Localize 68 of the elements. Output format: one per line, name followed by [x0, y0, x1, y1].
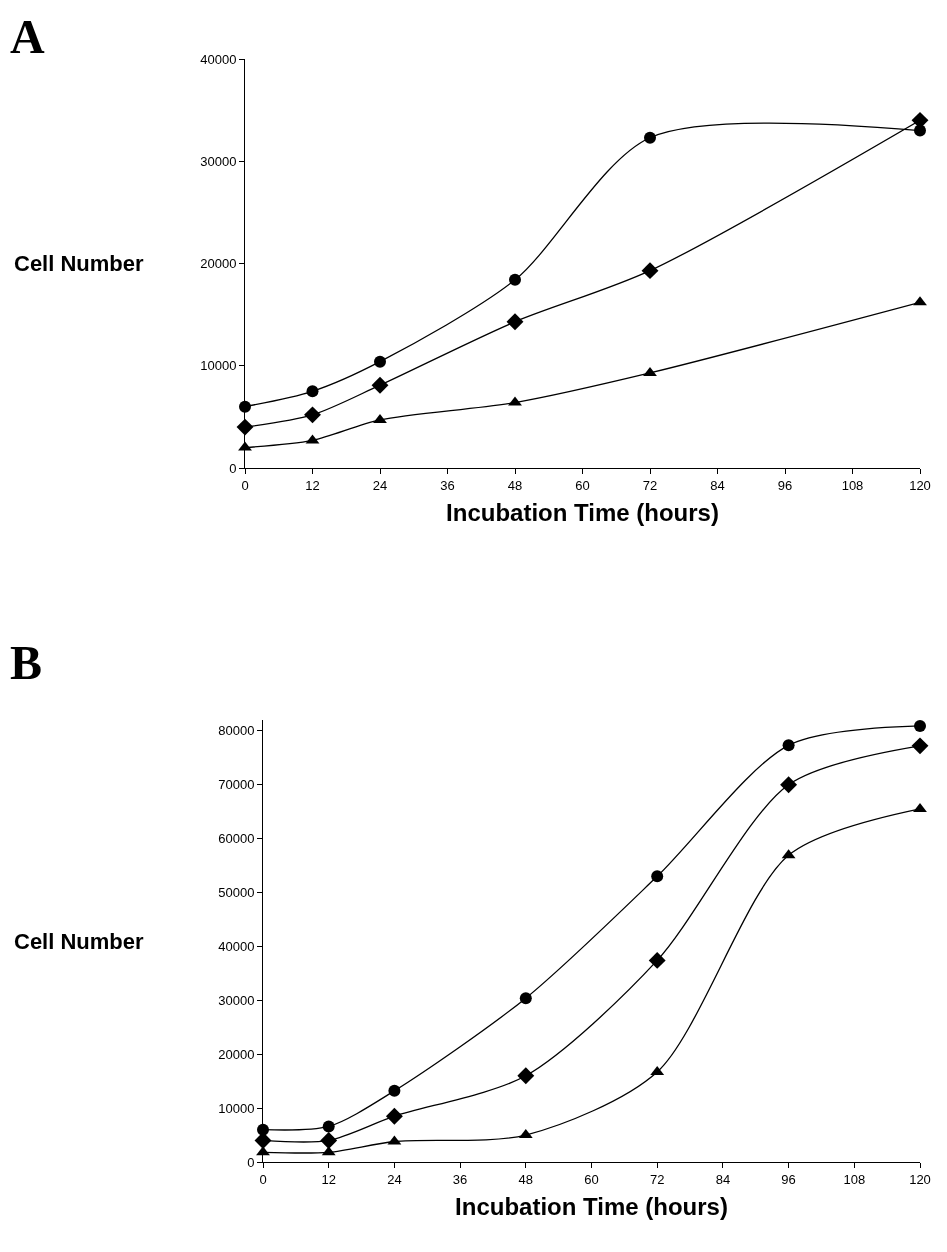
- chart-title: A: [10, 10, 45, 63]
- y-tick-label: 80000: [218, 723, 255, 739]
- x-tick-label: 72: [642, 477, 658, 493]
- point: [306, 385, 319, 398]
- y-tick-label: 30000: [200, 153, 237, 169]
- x-axis-title: Incubation Time (hours): [455, 1192, 728, 1220]
- y-axis-title: Cell Number: [14, 929, 145, 954]
- x-tick-label: 12: [305, 477, 320, 493]
- point: [322, 1120, 335, 1133]
- point: [373, 413, 387, 423]
- y-tick-label: 30000: [218, 992, 255, 1008]
- point: [388, 1084, 401, 1097]
- point: [371, 376, 389, 394]
- point: [644, 131, 656, 144]
- point: [911, 737, 929, 755]
- point: [913, 296, 927, 306]
- point: [643, 366, 657, 376]
- x-tick-label: 12: [321, 1171, 336, 1187]
- x-tick-label: 24: [372, 477, 388, 493]
- point: [913, 802, 927, 812]
- y-tick-label: 20000: [218, 1046, 255, 1062]
- y-tick-label: 60000: [218, 831, 255, 847]
- point: [509, 273, 521, 286]
- point: [780, 776, 798, 794]
- point: [914, 719, 926, 732]
- x-tick-label: 24: [387, 1171, 402, 1187]
- y-tick-label: 40000: [218, 938, 255, 954]
- y-tick-label: 70000: [218, 777, 255, 793]
- point: [508, 396, 522, 406]
- y-axis-title: Cell Number: [14, 251, 145, 276]
- y-tick-label: 50000: [218, 885, 255, 901]
- x-tick-label: 0: [259, 1171, 267, 1187]
- x-tick-label: 36: [452, 1171, 468, 1187]
- x-tick-label: 120: [909, 477, 931, 493]
- point: [385, 1107, 403, 1125]
- y-tick-label: 0: [229, 460, 237, 476]
- x-tick-label: 120: [909, 1171, 931, 1187]
- point: [374, 355, 386, 368]
- point: [782, 739, 795, 752]
- x-tick-label: 108: [843, 1171, 866, 1187]
- x-tick-label: 48: [518, 1171, 534, 1187]
- y-tick-label: 20000: [200, 256, 237, 272]
- y-tick-label: 40000: [200, 51, 237, 67]
- chart-title: B: [10, 636, 43, 689]
- x-tick-label: 48: [507, 477, 523, 493]
- point: [641, 262, 659, 280]
- x-tick-label: 72: [649, 1171, 665, 1187]
- point: [648, 951, 666, 969]
- x-tick-label: 84: [715, 1171, 731, 1187]
- x-tick-label: 36: [440, 477, 455, 493]
- point: [304, 406, 321, 424]
- point: [517, 1067, 535, 1085]
- x-tick-label: 96: [781, 1171, 796, 1187]
- y-tick-label: 10000: [200, 358, 237, 374]
- point: [320, 1131, 338, 1149]
- x-tick-label: 84: [710, 477, 725, 493]
- point: [651, 870, 664, 883]
- x-tick-label: 60: [584, 1171, 599, 1187]
- point: [236, 418, 254, 436]
- x-axis-title: Incubation Time (hours): [446, 498, 719, 526]
- x-tick-label: 108: [841, 477, 864, 493]
- point: [506, 313, 524, 331]
- x-tick-label: 60: [575, 477, 590, 493]
- point: [238, 441, 252, 451]
- x-tick-label: 96: [777, 477, 793, 493]
- y-tick-label: 10000: [218, 1100, 255, 1116]
- y-tick-label: 0: [247, 1154, 255, 1170]
- point: [519, 992, 532, 1005]
